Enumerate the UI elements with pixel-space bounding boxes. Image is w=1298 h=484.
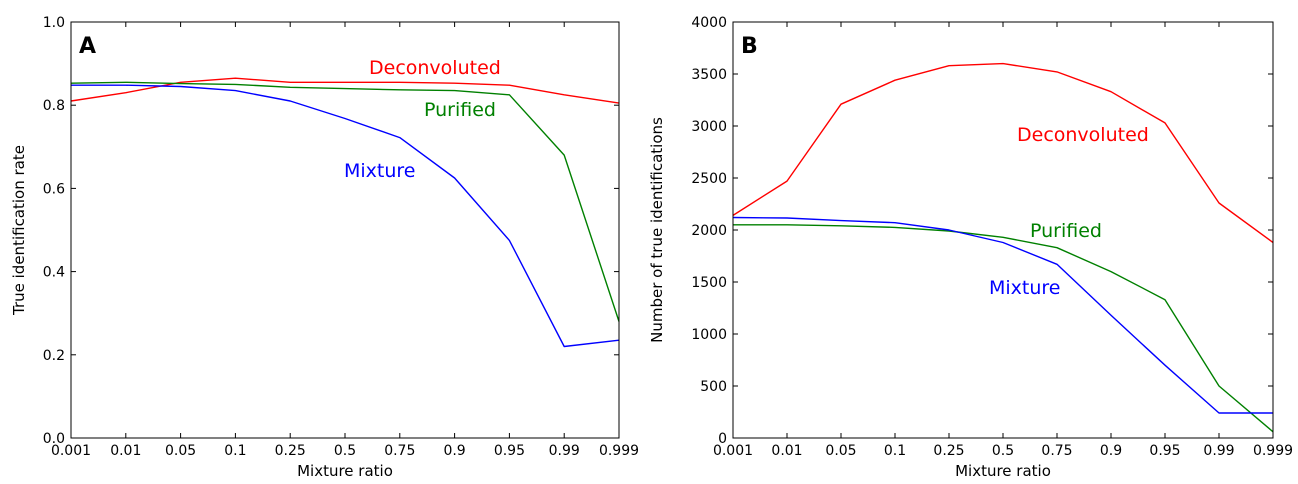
series-label-deconvoluted: Deconvoluted bbox=[369, 57, 501, 79]
plot-frame bbox=[732, 21, 1274, 439]
x-tick-label: 0.05 bbox=[825, 443, 856, 459]
series-line-purified bbox=[70, 81, 620, 322]
series-line-purified bbox=[733, 224, 1274, 433]
series-label-mixture: Mixture bbox=[344, 160, 416, 182]
x-tick-label: 0.25 bbox=[933, 443, 964, 459]
plot-frame bbox=[70, 21, 620, 439]
y-tick-label: 0.2 bbox=[43, 348, 65, 364]
y-tick-label: 0.4 bbox=[43, 265, 65, 281]
y-tick-label: 0 bbox=[718, 431, 727, 447]
y-tick-label: 2500 bbox=[691, 171, 727, 187]
x-tick-label: 0.1 bbox=[884, 443, 906, 459]
x-tick-label: 0.999 bbox=[1253, 443, 1293, 459]
x-tick-label: 0.01 bbox=[771, 443, 802, 459]
y-tick-label: 0.0 bbox=[43, 431, 65, 447]
chart-panel-a: 0.0 0.2 0.4 0.6 0.8 1.0 0.001 0.01 0.05 0.1 0.25 0.… bbox=[10, 15, 639, 480]
x-tick-label: 0.999 bbox=[599, 443, 639, 459]
x-tick-label: 0.001 bbox=[713, 443, 753, 459]
x-tick-label: 0.9 bbox=[443, 443, 465, 459]
x-tick-label: 0.95 bbox=[1149, 443, 1180, 459]
series-label-purified: Purified bbox=[1030, 220, 1102, 242]
y-tick-label: 0.6 bbox=[43, 181, 65, 197]
chart-panel-b: 0 500 1000 1500 2000 2500 3000 3500 4000 0.001 0.0… bbox=[648, 15, 1293, 480]
y-tick-label: 1500 bbox=[691, 275, 727, 291]
x-tick-label: 0.75 bbox=[384, 443, 415, 459]
x-tick-label: 0.25 bbox=[275, 443, 306, 459]
x-tick-label: 0.95 bbox=[494, 443, 525, 459]
x-tick-label: 0.01 bbox=[110, 443, 141, 459]
y-tick-label: 0.8 bbox=[43, 98, 65, 114]
series-line-deconvoluted bbox=[70, 77, 620, 104]
y-tick-label: 3000 bbox=[691, 119, 727, 135]
panel-label: B bbox=[741, 34, 758, 59]
x-axis-label: Mixture ratio bbox=[955, 462, 1051, 480]
y-tick-label: 500 bbox=[700, 379, 727, 395]
x-tick-label: 0.99 bbox=[549, 443, 580, 459]
series-label-purified: Purified bbox=[424, 99, 496, 121]
x-tick-label: 0.99 bbox=[1203, 443, 1234, 459]
y-tick-label: 3500 bbox=[691, 67, 727, 83]
x-tick-label: 0.5 bbox=[334, 443, 356, 459]
y-tick-label: 1.0 bbox=[43, 15, 65, 31]
series-line-mixture bbox=[732, 216, 1273, 414]
x-axis-label: Mixture ratio bbox=[297, 462, 393, 480]
x-tick-label: 0.1 bbox=[224, 443, 246, 459]
series-label-mixture: Mixture bbox=[989, 277, 1061, 299]
panel-label: A bbox=[79, 34, 96, 59]
x-tick-label: 0.001 bbox=[51, 443, 91, 459]
x-tick-label: 0.05 bbox=[165, 443, 196, 459]
x-tick-label: 0.9 bbox=[1100, 443, 1122, 459]
y-tick-label: 1000 bbox=[691, 327, 727, 343]
y-tick-label: 4000 bbox=[691, 15, 727, 31]
y-axis-label: True identification rate bbox=[10, 145, 28, 316]
x-tick-label: 0.75 bbox=[1041, 443, 1072, 459]
series-label-deconvoluted: Deconvoluted bbox=[1017, 124, 1149, 146]
x-tick-label: 0.5 bbox=[992, 443, 1014, 459]
y-axis-label: Number of true identifications bbox=[648, 117, 666, 343]
y-tick-label: 2000 bbox=[691, 223, 727, 239]
series-line-mixture bbox=[71, 84, 620, 348]
series-line-deconvoluted bbox=[732, 62, 1274, 244]
